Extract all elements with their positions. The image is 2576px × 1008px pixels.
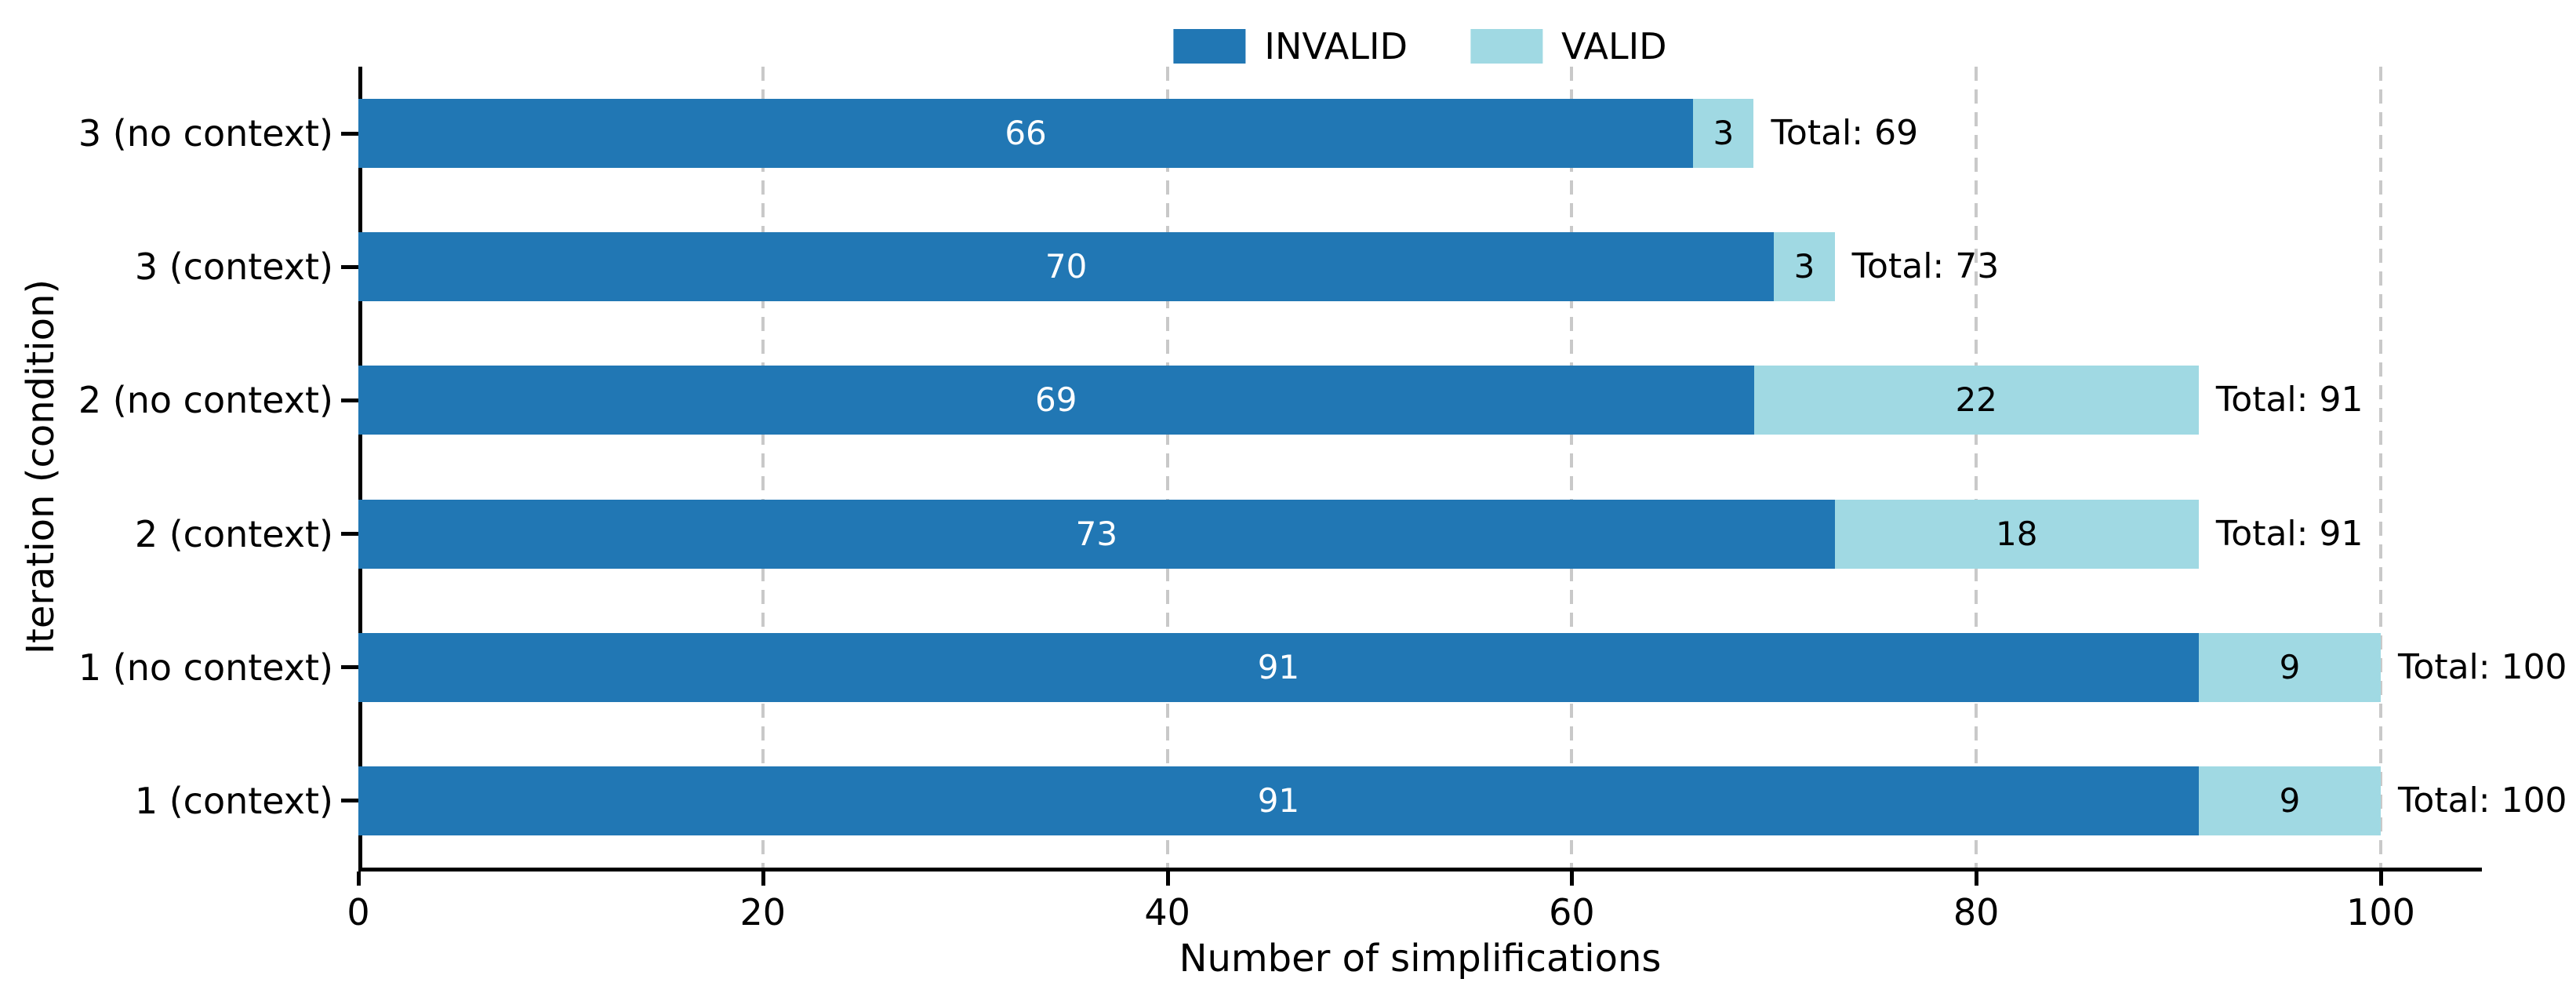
total-label: Total: 91 xyxy=(2215,513,2363,554)
legend: INVALID VALID xyxy=(1173,27,1667,66)
bar-segment-valid xyxy=(2198,632,2381,702)
x-tick-label-40: 40 xyxy=(1144,891,1190,933)
gridline-40 xyxy=(1165,67,1169,868)
gridline-20 xyxy=(761,67,765,868)
bar-value-label-invalid: 73 xyxy=(1075,514,1118,553)
bar-value-label-valid: 9 xyxy=(2279,781,2301,820)
bar-segment-valid xyxy=(1693,99,1754,169)
y-tick xyxy=(341,131,358,136)
x-tick-60 xyxy=(1570,872,1575,886)
bar-value-label-invalid: 70 xyxy=(1045,247,1088,286)
bar-segment-invalid xyxy=(358,766,2199,835)
bar-segment-invalid xyxy=(358,232,1775,302)
y-axis-spine xyxy=(358,67,362,872)
bar-segment-invalid xyxy=(358,99,1694,169)
y-tick xyxy=(341,532,358,537)
y-tick xyxy=(341,799,358,803)
x-axis-title: Number of simplifications xyxy=(1179,937,1662,981)
legend-item-valid: VALID xyxy=(1470,28,1667,64)
gridline-80 xyxy=(1975,67,1978,868)
gridline-100 xyxy=(2379,67,2382,868)
y-tick xyxy=(341,665,358,670)
bar-value-label-valid: 3 xyxy=(1793,247,1815,286)
legend-swatch-valid xyxy=(1470,29,1542,64)
x-tick-label-20: 20 xyxy=(739,891,787,933)
x-tick-20 xyxy=(761,872,765,886)
x-tick-label-80: 80 xyxy=(1953,891,2000,933)
category-label: 1 (context) xyxy=(134,779,333,822)
bar-value-label-invalid: 69 xyxy=(1035,380,1077,420)
x-tick-label-0: 0 xyxy=(347,891,370,933)
x-tick-100 xyxy=(2379,872,2383,886)
y-axis-title: Iteration (condition) xyxy=(19,278,63,655)
bar-value-label-valid: 22 xyxy=(1955,380,1997,420)
category-label: 1 (no context) xyxy=(78,646,333,689)
y-tick xyxy=(341,398,358,402)
category-label: 2 (context) xyxy=(134,512,333,555)
bar-segment-invalid xyxy=(358,366,1754,435)
x-tick-80 xyxy=(1975,872,1979,886)
category-label: 2 (no context) xyxy=(78,379,333,422)
bar-segment-valid xyxy=(1753,366,2199,435)
legend-swatch-invalid xyxy=(1173,29,1246,64)
bar-value-label-invalid: 91 xyxy=(1257,781,1300,820)
bar-value-label-invalid: 91 xyxy=(1257,647,1300,686)
legend-item-invalid: INVALID xyxy=(1173,28,1408,64)
legend-label-valid: VALID xyxy=(1560,25,1667,67)
bar-value-label-invalid: 66 xyxy=(1005,114,1047,153)
bar-value-label-valid: 9 xyxy=(2279,647,2301,686)
x-tick-label-60: 60 xyxy=(1549,891,1595,933)
category-label: 3 (context) xyxy=(134,246,333,289)
bar-segment-valid xyxy=(1834,499,2199,569)
x-tick-40 xyxy=(1165,872,1170,886)
y-tick xyxy=(341,264,358,269)
bar-value-label-valid: 3 xyxy=(1713,114,1735,153)
gridline-60 xyxy=(1570,67,1574,868)
total-label: Total: 69 xyxy=(1771,113,1919,154)
x-axis-spine xyxy=(358,868,2482,872)
bar-value-label-valid: 18 xyxy=(1996,514,2038,553)
total-label: Total: 100 xyxy=(2398,646,2567,687)
total-label: Total: 73 xyxy=(1851,246,2000,287)
x-tick-0 xyxy=(357,872,361,886)
category-label: 3 (no context) xyxy=(78,112,333,155)
total-label: Total: 91 xyxy=(2215,380,2363,420)
total-label: Total: 100 xyxy=(2398,780,2567,821)
bar-segment-invalid xyxy=(358,632,2199,702)
bar-segment-invalid xyxy=(358,499,1835,569)
bar-segment-valid xyxy=(2198,766,2381,835)
bar-segment-valid xyxy=(1774,232,1835,302)
x-tick-label-100: 100 xyxy=(2346,891,2415,933)
legend-label-invalid: INVALID xyxy=(1264,25,1408,67)
